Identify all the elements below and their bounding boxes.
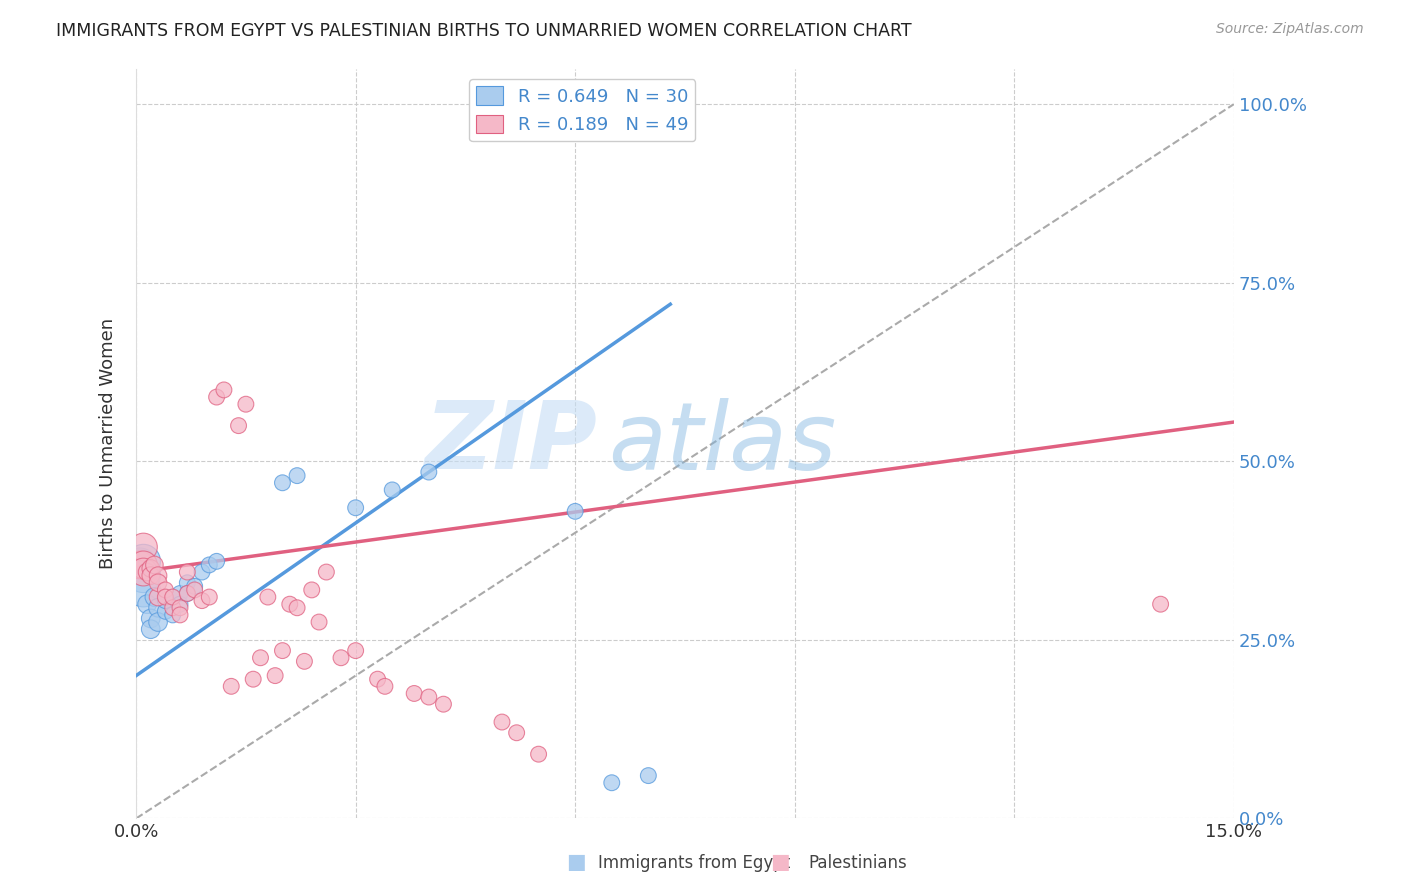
- Point: [162, 607, 184, 622]
- Point: [278, 597, 301, 611]
- Point: [183, 582, 205, 597]
- Point: [146, 575, 169, 590]
- Point: [132, 565, 155, 579]
- Point: [139, 561, 162, 575]
- Point: [205, 554, 228, 568]
- Text: Immigrants from Egypt: Immigrants from Egypt: [598, 855, 790, 872]
- Text: Palestinians: Palestinians: [808, 855, 907, 872]
- Point: [191, 565, 214, 579]
- Point: [176, 565, 198, 579]
- Point: [418, 690, 440, 704]
- Point: [285, 600, 308, 615]
- Point: [381, 483, 404, 497]
- Point: [301, 582, 323, 597]
- Point: [198, 558, 221, 572]
- Text: IMMIGRANTS FROM EGYPT VS PALESTINIAN BIRTHS TO UNMARRIED WOMEN CORRELATION CHART: IMMIGRANTS FROM EGYPT VS PALESTINIAN BIR…: [56, 22, 912, 40]
- Y-axis label: Births to Unmarried Women: Births to Unmarried Women: [100, 318, 117, 569]
- Point: [132, 558, 155, 572]
- Point: [271, 475, 294, 490]
- Point: [191, 593, 214, 607]
- Point: [132, 554, 155, 568]
- Point: [404, 686, 426, 700]
- Point: [146, 590, 169, 604]
- Point: [155, 590, 177, 604]
- Text: ■: ■: [770, 853, 790, 872]
- Point: [219, 679, 242, 693]
- Point: [315, 565, 337, 579]
- Point: [139, 622, 162, 636]
- Point: [146, 615, 169, 629]
- Point: [132, 540, 155, 554]
- Point: [308, 615, 330, 629]
- Point: [146, 568, 169, 582]
- Point: [1149, 597, 1171, 611]
- Point: [132, 582, 155, 597]
- Point: [330, 650, 353, 665]
- Point: [162, 590, 184, 604]
- Point: [169, 597, 191, 611]
- Point: [143, 558, 166, 572]
- Point: [205, 390, 228, 404]
- Point: [139, 568, 162, 582]
- Point: [432, 697, 454, 711]
- Point: [249, 650, 271, 665]
- Point: [136, 565, 159, 579]
- Point: [344, 500, 367, 515]
- Point: [155, 582, 177, 597]
- Point: [505, 725, 527, 739]
- Point: [176, 586, 198, 600]
- Point: [367, 672, 389, 686]
- Point: [294, 654, 316, 668]
- Point: [162, 600, 184, 615]
- Point: [637, 769, 659, 783]
- Point: [132, 568, 155, 582]
- Point: [374, 679, 396, 693]
- Point: [128, 558, 150, 572]
- Text: ZIP: ZIP: [425, 398, 598, 490]
- Point: [242, 672, 264, 686]
- Point: [228, 418, 250, 433]
- Point: [155, 593, 177, 607]
- Point: [264, 668, 287, 682]
- Point: [212, 383, 235, 397]
- Point: [235, 397, 257, 411]
- Text: Source: ZipAtlas.com: Source: ZipAtlas.com: [1216, 22, 1364, 37]
- Legend: R = 0.649   N = 30, R = 0.189   N = 49: R = 0.649 N = 30, R = 0.189 N = 49: [470, 79, 696, 141]
- Point: [143, 590, 166, 604]
- Point: [564, 504, 586, 518]
- Point: [146, 600, 169, 615]
- Point: [176, 586, 198, 600]
- Point: [183, 579, 205, 593]
- Point: [128, 558, 150, 572]
- Point: [271, 643, 294, 657]
- Text: atlas: atlas: [609, 398, 837, 489]
- Point: [418, 465, 440, 479]
- Point: [162, 590, 184, 604]
- Point: [198, 590, 221, 604]
- Point: [169, 600, 191, 615]
- Point: [136, 597, 159, 611]
- Point: [176, 575, 198, 590]
- Point: [256, 590, 278, 604]
- Point: [169, 586, 191, 600]
- Point: [139, 611, 162, 625]
- Point: [155, 604, 177, 618]
- Point: [527, 747, 550, 761]
- Point: [344, 643, 367, 657]
- Point: [285, 468, 308, 483]
- Point: [169, 607, 191, 622]
- Point: [491, 714, 513, 729]
- Text: ■: ■: [567, 853, 586, 872]
- Point: [600, 776, 623, 790]
